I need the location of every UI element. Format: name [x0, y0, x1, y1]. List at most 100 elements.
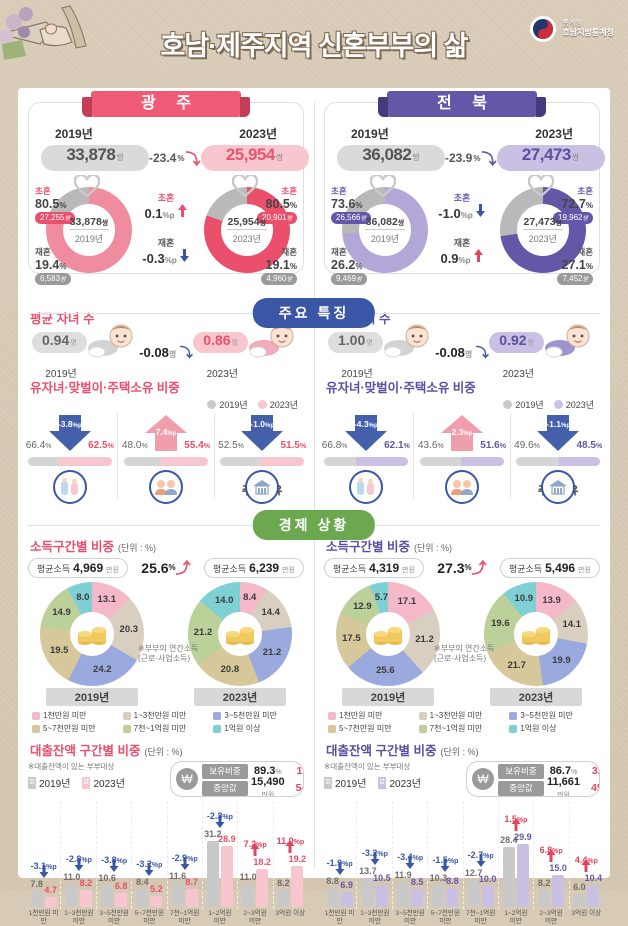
loan-hold-row: 보유비중 89.3% 1.6%p ▲ — [202, 762, 303, 779]
delta-re-label: 재혼 — [453, 238, 471, 248]
bar-value-2023: 4.7 — [44, 885, 57, 896]
bar-2019: 11.0 — [63, 872, 80, 907]
income-legend-item: 1~3천만원 미만 — [122, 710, 214, 721]
donut-label-remarriage: 재혼 27.1% 7,452쌍 — [557, 247, 594, 285]
bar-delta: -1.9%p — [326, 858, 353, 869]
couples-row: 33,878 쌍 -23.4% ⤵ 25,954 쌍 — [37, 145, 309, 171]
bar-x-label: 1~3천만원 미만 — [360, 910, 390, 925]
avg-income-2023: 평균소득 6,239 만원 — [203, 557, 304, 578]
page-title: 호남·제주지역 신혼부부의 삶 — [160, 31, 468, 61]
bar-group: -1.9%p 8.8 6.9 — [322, 801, 357, 909]
pie-slice-label: 14.9 — [52, 607, 71, 619]
bar-value-2023: 8.2 — [79, 877, 93, 888]
pie-slice-label: 19.6 — [491, 617, 510, 629]
bar-group: -3.8%p 10.6 6.8 — [97, 801, 132, 909]
bar-2019: 8.4 — [136, 877, 149, 907]
pie-slice-label: 20.3 — [119, 623, 139, 635]
income-legend-item: 3~5천만원 미만 — [213, 710, 304, 721]
couples-2023-pill: 25,954 쌍 — [200, 145, 309, 171]
bar-2023: 8.8 — [446, 876, 459, 907]
card-year-row: 2019년 2023년 — [37, 123, 295, 142]
first-marriage-count: 26,566쌍 — [331, 212, 371, 225]
agency-small-label: 통계청 — [562, 20, 582, 28]
bar-group: 11.0%p 8.2 19.2 — [273, 801, 308, 909]
bar-group: -3.2%p 13.7 10.5 — [357, 801, 392, 909]
first-marriage-label: 초혼 — [577, 186, 594, 196]
bar-value-2023: 15.0 — [549, 863, 567, 874]
arrow-down-icon — [144, 863, 154, 877]
bar-value-2019: 11.6 — [169, 870, 187, 881]
bar-delta: -3.2%p — [136, 859, 163, 870]
bar-2023: 18.2 — [253, 857, 271, 907]
bar-2019: 12.7 — [465, 868, 482, 907]
bar-2019: 11.0 — [240, 872, 257, 907]
income-legend-item: 7천~1억원 미만 — [418, 723, 510, 734]
bar-group: 1.5%p 28.4 29.9 — [498, 801, 533, 909]
bar-value-2019: 13.7 — [359, 866, 377, 876]
baby-icon — [545, 324, 590, 358]
loan-legend-2019: 2019년 — [28, 775, 70, 790]
legend-swatch — [32, 711, 40, 720]
bar-2023: 10.0 — [479, 874, 496, 907]
bar-value-2019: 7.8 — [30, 878, 43, 889]
share-value-2023: 51.5% — [280, 440, 307, 451]
delta-arrow-down-icon — [440, 859, 451, 877]
arrow-down-icon — [370, 852, 380, 865]
delta-arrow-down-icon — [73, 857, 84, 876]
bar-2019: 11.9 — [395, 870, 412, 907]
children-change: -0.08명 ⤵ — [435, 344, 489, 360]
pie-year-2019: 2019년 — [342, 688, 434, 706]
loan-legend: 2019년 2023년 — [28, 775, 164, 790]
delta-re-value: 0.9%p — [440, 250, 471, 266]
loan-median-row: 중앙값 11,661만원 45.8% ▲ — [498, 776, 599, 796]
delta-first-value: -1.0%p — [438, 205, 473, 221]
pie-slice-label: 19.5 — [49, 645, 69, 657]
loan-note: ※대출잔액이 있는 부부대상 — [28, 762, 115, 771]
avg-income-2023: 평균소득 5,496 만원 — [499, 557, 600, 578]
income-legend-item: 7천~1억원 미만 — [122, 723, 214, 734]
won-icon: ₩ — [176, 768, 198, 790]
income-pie-2023: 13.9 14.1 19.9 21.7 19.6 10.9 2023년 — [477, 582, 595, 706]
loan-header: ※대출잔액이 있는 부부대상 2019년 2023년 ₩ 보유비중 89.3% — [18, 761, 314, 797]
share-value-2019: 43.6% — [417, 440, 444, 451]
delta-first-label: 초혼 — [157, 193, 175, 203]
region-name-tab: 광 주 — [82, 91, 250, 117]
share-delta: -4.3%p — [353, 419, 378, 429]
children-year-2023: 2023년 — [502, 369, 535, 380]
coins-icon — [484, 582, 588, 686]
bar-2023: 15.0 — [549, 863, 567, 907]
marriage-donuts: 36,082쌍 2019년 초혼 73.6% 26,566쌍 재혼 26.2% … — [331, 173, 594, 285]
baby-icon-2023 — [544, 322, 596, 363]
income-change: 25.6% ⤴ — [141, 557, 190, 578]
bar-2023: 4.7 — [44, 885, 57, 907]
agency-main-label: 호남지방통계청 — [562, 28, 614, 38]
share-section-title: 유자녀·맞벌이·주택소유 비중 — [326, 381, 476, 395]
bar-value-2019: 8.4 — [136, 877, 149, 888]
share-value-2019: 66.4% — [25, 440, 52, 451]
bar-2019: 10.6 — [98, 873, 116, 907]
pie-slice-label: 21.2 — [193, 627, 213, 639]
bar-value-2023: 5.2 — [150, 884, 163, 894]
share-value-2019: 66.8% — [321, 440, 348, 451]
donut-center-label: 25,954쌍 2023년 — [226, 215, 267, 244]
bar-2023: 8.7 — [185, 877, 198, 907]
donut-label-remarriage: 재혼 19.4% 6,583쌍 — [35, 247, 71, 285]
bar-value-2023: 6.9 — [340, 880, 353, 891]
bar-x-label: 5~7천만원 미만 — [430, 910, 461, 925]
remarriage-count: 9,469쌍 — [331, 273, 367, 285]
bar-value-2023: 8.7 — [185, 876, 198, 887]
children-change-arrow-icon: ⤵ — [179, 344, 193, 360]
loan-hold-delta: 3.4%p ▲ — [591, 764, 599, 777]
arrow-up-icon — [546, 849, 556, 863]
year-label-2023: 2023년 — [535, 127, 573, 141]
income-pie-2023: 8.4 14.4 21.2 20.8 21.2 14.0 2023년 — [181, 582, 299, 706]
baby-icon — [87, 324, 133, 358]
share-section-title: 유자녀·맞벌이·주택소유 비중 — [30, 381, 180, 395]
children-2019-pill: 0.94 명 — [32, 332, 87, 353]
bar-delta: -2.7%p — [467, 850, 494, 861]
share-bar — [27, 457, 112, 466]
pie-slice-label: 17.5 — [342, 633, 361, 645]
pie-slice-label: 13.9 — [542, 594, 561, 606]
region-summary-card: 광 주 2019년 2023년 33,878 쌍 -23.4% ⤵ 25,954 쌍 — [28, 91, 309, 285]
chart-bars: -1.9%p 8.8 6.9 -3.2%p 13.7 10.5 -3.4%p — [322, 801, 604, 909]
